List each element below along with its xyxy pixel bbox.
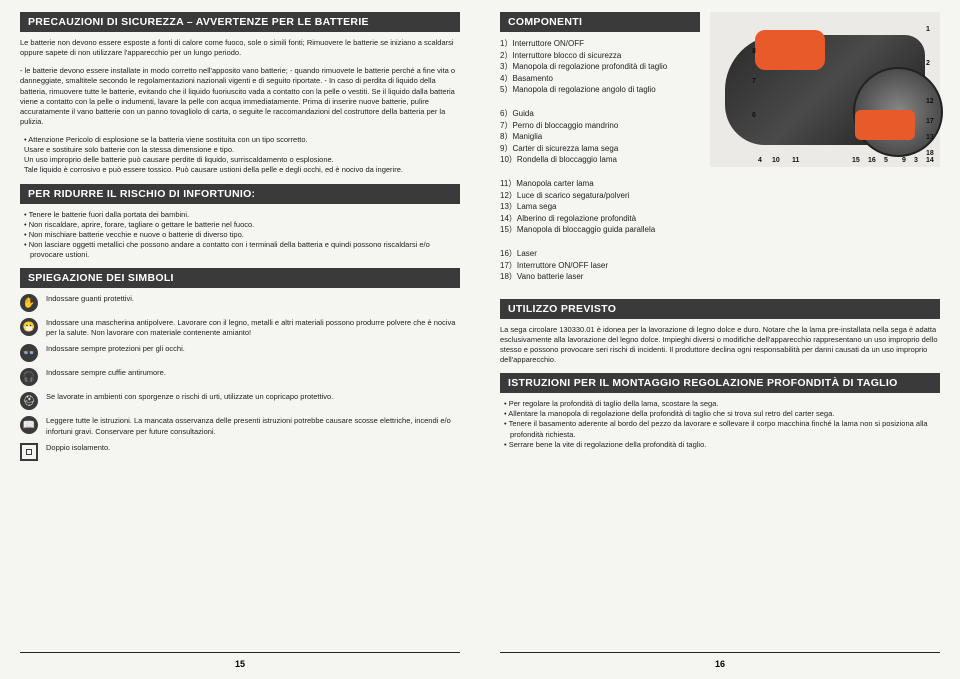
symbol-row: ⛑ Se lavorate in ambienti con sporgenze o… [20, 392, 460, 410]
diagram-callout: 3 [914, 157, 918, 164]
diagram-callout: 12 [926, 98, 934, 105]
diagram-callout: 2 [926, 60, 930, 67]
diagram-callout: 13 [926, 134, 934, 141]
symbols-table: ✋ Indossare guanti protettivi. 😷 Indossare … [20, 294, 460, 461]
saw-handle-shape [755, 30, 825, 70]
diagram-callout: 16 [868, 157, 876, 164]
header-symbols: SPIEGAZIONE DEI SIMBOLI [20, 268, 460, 288]
list-item: 13）Lama sega [500, 201, 700, 213]
list-item: 14）Alberino di regolazione profondità [500, 213, 700, 225]
list-item: Usare e sostituire solo batterie con la … [24, 145, 460, 155]
symbol-row: Doppio isolamento. [20, 443, 460, 461]
double-insulation-icon [20, 443, 38, 461]
list-item: 16）Laser [500, 248, 700, 260]
warning-bullets: • Attenzione Pericolo di esplosione se l… [20, 135, 460, 176]
intro-text: Le batterie non devono essere esposte a … [20, 38, 460, 58]
symbol-row: ✋ Indossare guanti protettivi. [20, 294, 460, 312]
safety-icon: ⛑ [20, 392, 38, 410]
page-left: PRECAUZIONI DI SICUREZZA – AVVERTENZE PE… [0, 0, 480, 679]
symbol-text: Doppio isolamento. [46, 443, 110, 453]
diagram-callout: 8 [752, 48, 756, 55]
page-right: COMPONENTI 1）Interruttore ON/OFF2）Interr… [480, 0, 960, 679]
safety-icon: ✋ [20, 294, 38, 312]
symbol-row: 📖 Leggere tutte le istruzioni. La mancata… [20, 416, 460, 436]
list-item: 11）Manopola carter lama [500, 178, 700, 190]
usage-text: La sega circolare 130330.01 è idonea per… [500, 325, 940, 366]
list-item: 4）Basamento [500, 73, 700, 85]
symbol-text: Leggere tutte le istruzioni. La mancata … [46, 416, 460, 436]
list-item: 17）Interruttore ON/OFF laser [500, 260, 700, 272]
list-item: 12）Luce di scarico segatura/polveri [500, 190, 700, 202]
header-precautions: PRECAUZIONI DI SICUREZZA – AVVERTENZE PE… [20, 12, 460, 32]
page-number-left: 15 [0, 659, 480, 669]
symbol-text: Indossare guanti protettivi. [46, 294, 134, 304]
page-number-right: 16 [480, 659, 960, 669]
list-item: 8）Maniglia [500, 131, 700, 143]
symbol-row: 👓 Indossare sempre protezioni per gli occ… [20, 344, 460, 362]
diagram-callout: 5 [884, 157, 888, 164]
symbol-text: Indossare sempre protezioni per gli occh… [46, 344, 185, 354]
page-divider-right [500, 652, 940, 653]
header-instructions: ISTRUZIONI PER IL MONTAGGIO REGOLAZIONE … [500, 373, 940, 393]
list-item: 10）Rondella di bloccaggio lama [500, 154, 700, 166]
components-list-d: 16）Laser17）Interruttore ON/OFF laser18）V… [500, 248, 700, 283]
symbol-text: Indossare una mascherina antipolvere. La… [46, 318, 460, 338]
list-item: • Per regolare la profondità di taglio d… [504, 399, 940, 409]
battery-para: - le batterie devono essere installate i… [20, 66, 460, 127]
symbol-text: Indossare sempre cuffie antirumore. [46, 368, 166, 378]
diagram-callout: 4 [758, 157, 762, 164]
diagram-callout: 1 [926, 26, 930, 33]
diagram-callout: 11 [792, 157, 799, 164]
list-item: • Tenere il basamento aderente al bordo … [504, 419, 940, 439]
list-item: 15）Manopola di bloccaggio guida parallel… [500, 224, 700, 236]
list-item: 7）Perno di bloccaggio mandrino [500, 120, 700, 132]
components-list-a: 1）Interruttore ON/OFF2）Interruttore bloc… [500, 38, 700, 96]
header-components: COMPONENTI [500, 12, 700, 32]
diagram-callout: 17 [926, 118, 934, 125]
components-list-c: 11）Manopola carter lama12）Luce di scaric… [500, 178, 700, 236]
symbol-row: 🎧 Indossare sempre cuffie antirumore. [20, 368, 460, 386]
list-item: 6）Guida [500, 108, 700, 120]
symbol-text: Se lavorate in ambienti con sporgenze o … [46, 392, 333, 402]
risk-bullets: • Tenere le batterie fuori dalla portata… [20, 210, 460, 261]
symbol-row: 😷 Indossare una mascherina antipolvere. L… [20, 318, 460, 338]
list-item: Tale liquido è corrosivo e può essere to… [24, 165, 460, 175]
list-item: • Allentare la manopola di regolazione d… [504, 409, 940, 419]
diagram-callout: 14 [926, 157, 934, 164]
diagram-callout: 10 [772, 157, 780, 164]
list-item: • Non riscaldare, aprire, forare, taglia… [24, 220, 460, 230]
safety-icon: 👓 [20, 344, 38, 362]
list-item: • Tenere le batterie fuori dalla portata… [24, 210, 460, 220]
diagram-callout: 6 [752, 112, 756, 119]
list-item: • Non lasciare oggetti metallici che pos… [24, 240, 460, 260]
list-item: 2）Interruttore blocco di sicurezza [500, 50, 700, 62]
page-divider [20, 652, 460, 653]
header-usage: UTILIZZO PREVISTO [500, 299, 940, 319]
diagram-callout: 7 [752, 78, 756, 85]
list-item: • Attenzione Pericolo di esplosione se l… [24, 135, 460, 145]
list-item: 1）Interruttore ON/OFF [500, 38, 700, 50]
list-item: 9）Carter di sicurezza lama sega [500, 143, 700, 155]
list-item: • Non mischiare batterie vecchie e nuove… [24, 230, 460, 240]
diagram-callout: 18 [926, 150, 934, 157]
diagram-callout: 15 [852, 157, 860, 164]
saw-guard-shape [855, 110, 915, 140]
components-list-b: 6）Guida7）Perno di bloccaggio mandrino8）M… [500, 108, 700, 166]
list-item: Un uso improprio delle batterie può caus… [24, 155, 460, 165]
list-item: 18）Vano batterie laser [500, 271, 700, 283]
list-item: • Serrare bene la vite di regolazione de… [504, 440, 940, 450]
safety-icon: 📖 [20, 416, 38, 434]
safety-icon: 🎧 [20, 368, 38, 386]
list-item: 3）Manopola di regolazione profondità di … [500, 61, 700, 73]
saw-diagram: 182761217131841011151659314 [710, 12, 940, 167]
diagram-callout: 9 [902, 157, 906, 164]
list-item: 5）Manopola di regolazione angolo di tagl… [500, 84, 700, 96]
instruction-bullets: • Per regolare la profondità di taglio d… [500, 399, 940, 450]
safety-icon: 😷 [20, 318, 38, 336]
header-reduce-risk: PER RIDURRE IL RISCHIO DI INFORTUNIO: [20, 184, 460, 204]
